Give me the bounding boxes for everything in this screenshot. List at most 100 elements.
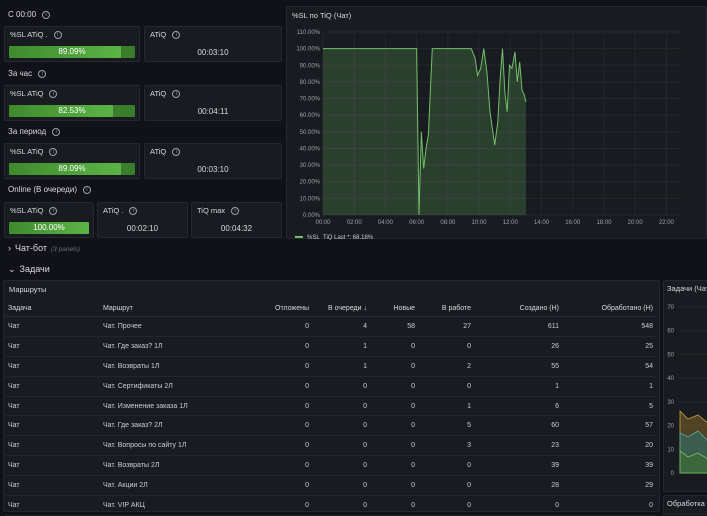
sl-atiq-panel-online: %SL ATiQ i 100.00% xyxy=(4,202,94,238)
table-cell: 0 xyxy=(370,475,418,497)
column-header[interactable]: В очереди ↓ xyxy=(312,300,370,317)
table-cell: 1 xyxy=(418,396,474,417)
table-row[interactable]: Чат Чат. Возвраты 2Л 0 0 0 0 39 39 xyxy=(5,455,656,477)
legend-label: %SL_TiQ Last *: 68.18% xyxy=(307,235,374,240)
info-icon[interactable]: i xyxy=(52,127,61,136)
chevron-right-icon: › xyxy=(8,243,11,253)
info-icon[interactable]: i xyxy=(53,30,62,39)
table-cell: 0 xyxy=(418,455,474,477)
sl-tiq-chart[interactable]: 0.00% 10.00% 20.00% 30.00% 40.00% 50.00% 60.00… xyxy=(287,7,707,240)
sl-atiq-panel-since-midnight: %SL ATiQ . i 89.09% xyxy=(4,26,140,62)
table-cell: Чат. Где заказ? 2Л xyxy=(100,415,250,437)
table-cell: 0 xyxy=(312,376,370,397)
table-row[interactable]: Чат Чат. Возвраты 1Л 0 1 0 2 55 54 xyxy=(5,356,656,377)
column-header[interactable]: Создано (Н) xyxy=(474,300,562,317)
table-cell: 0 xyxy=(250,435,312,457)
sl-bar-fill xyxy=(9,105,113,117)
sl-bar: 100.00% xyxy=(9,222,89,234)
table-row[interactable]: Чат Чат. Вопросы по сайту 1Л 0 0 0 3 23 20 xyxy=(5,435,656,457)
panel-title: %SL ATiQ . xyxy=(10,30,48,39)
processing-side-panel: Обработка xyxy=(663,495,707,515)
table-cell: 6 xyxy=(474,396,562,417)
column-header[interactable]: В работе xyxy=(418,300,474,317)
table-row[interactable]: Чат Чат. VIP АКЦ 0 0 0 0 0 0 xyxy=(5,495,656,516)
column-header[interactable]: Задача xyxy=(5,300,100,317)
x-tick-label: 16:00 xyxy=(565,220,581,226)
info-icon[interactable]: i xyxy=(42,10,51,19)
column-header[interactable]: Обработано (Н) xyxy=(562,300,656,317)
side-chart[interactable]: 70 60 50 40 30 20 10 0 xyxy=(664,281,707,492)
info-icon[interactable]: i xyxy=(49,206,58,215)
table-cell: 1 xyxy=(562,376,656,397)
series-area-green xyxy=(679,450,707,474)
sl-atiq-panel-period: %SL ATiQ i 89.09% xyxy=(4,143,140,179)
table-row[interactable]: Чат Чат. Акции 2Л 0 0 0 0 28 29 xyxy=(5,475,656,497)
table-cell: 0 xyxy=(250,376,312,397)
info-icon[interactable]: i xyxy=(129,206,138,215)
table-cell: 20 xyxy=(562,435,656,457)
table-cell: Чат xyxy=(5,396,100,417)
info-icon[interactable]: i xyxy=(38,69,47,78)
info-icon[interactable]: i xyxy=(172,147,181,156)
y-tick-label: 0 xyxy=(671,471,675,477)
panel-title: TiQ max xyxy=(197,206,226,215)
table-cell: 2 xyxy=(418,356,474,377)
atiq-panel-last-hour: ATiQ i 00:04:11 xyxy=(144,85,282,121)
y-tick-label: 60.00% xyxy=(300,113,321,119)
table-cell: Чат. Где заказ? 1Л xyxy=(100,336,250,357)
table-cell: 0 xyxy=(418,495,474,516)
info-icon[interactable]: i xyxy=(231,206,240,215)
table-row[interactable]: Чат Чат. Где заказ? 1Л 0 1 0 0 26 25 xyxy=(5,336,656,357)
table-cell: 25 xyxy=(562,336,656,357)
sl-bar-fill xyxy=(9,222,89,234)
table-cell: 0 xyxy=(370,435,418,457)
table-cell: 0 xyxy=(370,376,418,397)
chevron-down-icon: ⌄ xyxy=(8,264,16,274)
sl-bar-fill xyxy=(9,163,122,175)
panel-title: %SL ATiQ xyxy=(10,206,44,215)
info-icon[interactable]: i xyxy=(49,89,58,98)
table-cell: 0 xyxy=(250,495,312,516)
table-row[interactable]: Чат Чат. Сертификаты 2Л 0 0 0 0 1 1 xyxy=(5,376,656,397)
row-chatbot[interactable]: › Чат-бот (3 panels) xyxy=(8,243,80,253)
y-tick-label: 40 xyxy=(667,376,674,382)
x-tick-label: 18:00 xyxy=(596,220,612,226)
table-row[interactable]: Чат Чат. Изменение заказа 1Л 0 0 0 1 6 5 xyxy=(5,396,656,417)
column-header[interactable]: Отложены xyxy=(250,300,312,317)
processing-title: Обработка xyxy=(667,499,705,508)
y-tick-label: 40.00% xyxy=(300,146,321,152)
tasks-chat-side-panel: Задачи (Чат) 70 60 50 40 30 20 10 0 xyxy=(663,280,707,492)
table-cell: 0 xyxy=(250,415,312,437)
table-cell: 0 xyxy=(418,376,474,397)
sl-bar: 89.09% xyxy=(9,46,135,58)
panel-title: %SL ATiQ xyxy=(10,89,44,98)
table-cell: 0 xyxy=(250,336,312,357)
table-cell: Чат. Возвраты 2Л xyxy=(100,455,250,477)
panel-title: ATiQ xyxy=(150,147,167,156)
column-header[interactable]: Новые xyxy=(370,300,418,317)
table-cell: 0 xyxy=(312,455,370,477)
table-cell: Чат. Вопросы по сайту 1Л xyxy=(100,435,250,457)
section-title-period: За период i xyxy=(8,127,61,136)
info-icon[interactable]: i xyxy=(172,89,181,98)
table-cell: 1 xyxy=(312,336,370,357)
info-icon[interactable]: i xyxy=(172,30,181,39)
table-row[interactable]: Чат Чат. Прочее 0 4 58 27 611 548 xyxy=(5,316,656,337)
table-cell: 4 xyxy=(312,316,370,337)
table-cell: 0 xyxy=(370,455,418,477)
table-cell: Чат. Акции 2Л xyxy=(100,475,250,497)
section-title-since-midnight: С 00:00 i xyxy=(8,10,51,19)
table-cell: 55 xyxy=(474,356,562,377)
table-cell: 0 xyxy=(312,495,370,516)
sl-value: 82.53% xyxy=(58,106,86,115)
table-cell: Чат. Сертификаты 2Л xyxy=(100,376,250,397)
table-cell: 23 xyxy=(474,435,562,457)
sl-atiq-panel-last-hour: %SL ATiQ i 82.53% xyxy=(4,85,140,121)
table-cell: 0 xyxy=(312,415,370,437)
panel-title: ATiQ xyxy=(150,30,167,39)
column-header[interactable]: Маршрут xyxy=(100,300,250,317)
info-icon[interactable]: i xyxy=(82,185,91,194)
table-row[interactable]: Чат Чат. Где заказ? 2Л 0 0 0 5 60 57 xyxy=(5,415,656,437)
row-tasks[interactable]: ⌄ Задачи xyxy=(8,264,50,274)
info-icon[interactable]: i xyxy=(49,147,58,156)
